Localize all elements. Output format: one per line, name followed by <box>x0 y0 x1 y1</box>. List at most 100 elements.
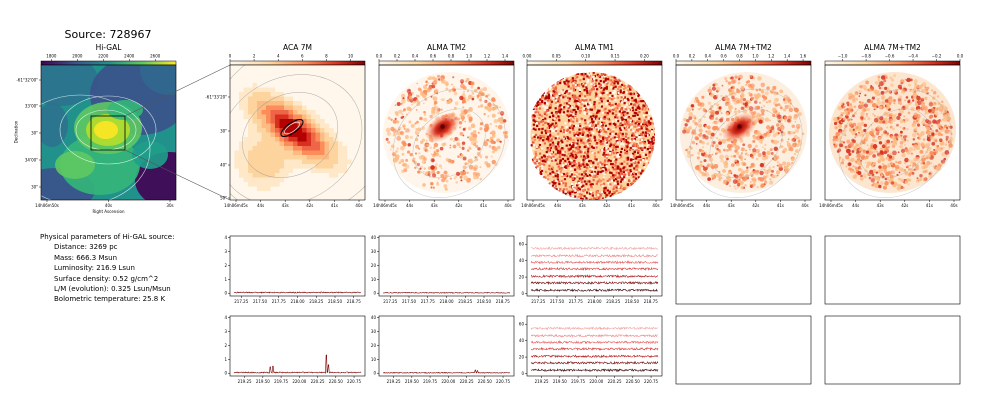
y-tick-label: -61°32'00" <box>16 78 38 83</box>
noise-pixel <box>545 95 548 98</box>
noise-pixel <box>617 185 620 188</box>
emission-speck <box>886 87 890 90</box>
noise-pixel <box>622 143 625 146</box>
map-pixel <box>266 105 271 111</box>
map-pixel <box>248 159 253 165</box>
noise-pixel <box>572 109 575 112</box>
noise-pixel <box>571 155 574 159</box>
noise-pixel <box>586 93 589 97</box>
noise-pixel <box>635 108 638 111</box>
noise-pixel <box>632 146 635 150</box>
noise-pixel <box>544 80 548 83</box>
noise-pixel <box>536 100 540 103</box>
noise-pixel <box>605 169 608 172</box>
emission-speck <box>904 118 909 122</box>
noise-pixel <box>560 179 564 182</box>
noise-pixel <box>603 115 606 119</box>
noise-pixel <box>539 177 542 180</box>
map-pixel <box>270 146 276 151</box>
noise-pixel <box>548 167 551 170</box>
noise-pixel <box>589 181 592 184</box>
emission-speck <box>702 136 706 140</box>
contour-line <box>689 88 803 198</box>
noise-pixel <box>563 190 566 193</box>
noise-pixel <box>616 155 619 158</box>
emission-speck <box>853 105 857 109</box>
noise-pixel <box>560 166 563 170</box>
hi-gal-map <box>41 65 176 200</box>
emission-speck <box>498 117 504 122</box>
noise-pixel <box>603 75 606 78</box>
map-pixel <box>275 137 280 142</box>
noise-pixel <box>601 124 604 127</box>
noise-pixel <box>554 91 557 94</box>
map-pixel <box>266 173 271 178</box>
noise-pixel <box>607 181 610 184</box>
map-pixel <box>297 164 303 169</box>
emission-speck <box>484 105 489 110</box>
emission-speck <box>479 122 484 126</box>
noise-pixel <box>613 185 616 188</box>
noise-pixel <box>655 94 657 96</box>
map-pixel <box>270 137 276 142</box>
noise-pixel <box>540 84 543 87</box>
noise-pixel <box>559 150 562 153</box>
noise-pixel <box>653 111 655 114</box>
noise-pixel <box>616 81 619 84</box>
colorbar-tick-label: 1.0 <box>752 54 759 59</box>
emission-speck <box>734 187 737 190</box>
noise-pixel <box>623 174 626 177</box>
emission-speck <box>709 136 713 139</box>
noise-pixel <box>577 102 580 105</box>
map-pixel <box>266 110 271 115</box>
map-pixel <box>311 159 316 165</box>
noise-pixel <box>641 140 644 143</box>
noise-pixel <box>617 153 620 156</box>
noise-pixel <box>650 108 653 111</box>
noise-pixel <box>586 134 589 137</box>
noise-pixel <box>639 136 642 139</box>
noise-pixel <box>625 79 628 82</box>
noise-pixel <box>625 108 628 111</box>
noise-pixel <box>546 126 549 130</box>
noise-pixel <box>551 170 554 173</box>
noise-pixel <box>649 141 652 144</box>
noise-pixel <box>616 82 620 85</box>
map-pixel <box>257 119 262 124</box>
noise-pixel <box>622 192 625 195</box>
noise-pixel <box>646 182 649 185</box>
noise-pixel <box>559 79 562 82</box>
colorbar-tick-label: −0.4 <box>908 54 918 59</box>
noise-pixel <box>612 176 615 179</box>
emission-speck <box>479 166 482 168</box>
noise-pixel <box>591 124 594 127</box>
noise-pixel <box>578 111 582 114</box>
map-pixel <box>315 141 321 147</box>
noise-pixel <box>635 112 638 115</box>
emission-speck <box>418 147 421 150</box>
noise-pixel <box>557 145 560 148</box>
emission-speck <box>789 147 794 152</box>
noise-pixel <box>537 121 540 124</box>
noise-pixel <box>580 155 583 158</box>
emission-speck <box>742 176 747 182</box>
aca-7m-map <box>230 65 365 200</box>
noise-pixel <box>552 175 555 179</box>
emission-speck <box>470 123 476 129</box>
emission-speck <box>745 101 749 105</box>
noise-pixel <box>604 146 607 150</box>
noise-pixel <box>639 177 642 180</box>
map-pixel <box>288 123 294 129</box>
noise-pixel <box>626 168 629 171</box>
noise-pixel <box>558 167 561 170</box>
noise-pixel <box>656 100 658 102</box>
map-pixel <box>338 164 343 169</box>
map-pixel <box>252 137 258 142</box>
noise-pixel <box>653 86 655 89</box>
noise-pixel <box>548 164 551 167</box>
noise-pixel <box>578 167 582 170</box>
map-pixel <box>248 155 253 160</box>
noise-pixel <box>535 176 538 180</box>
emission-speck <box>398 109 403 114</box>
noise-pixel <box>555 129 558 133</box>
